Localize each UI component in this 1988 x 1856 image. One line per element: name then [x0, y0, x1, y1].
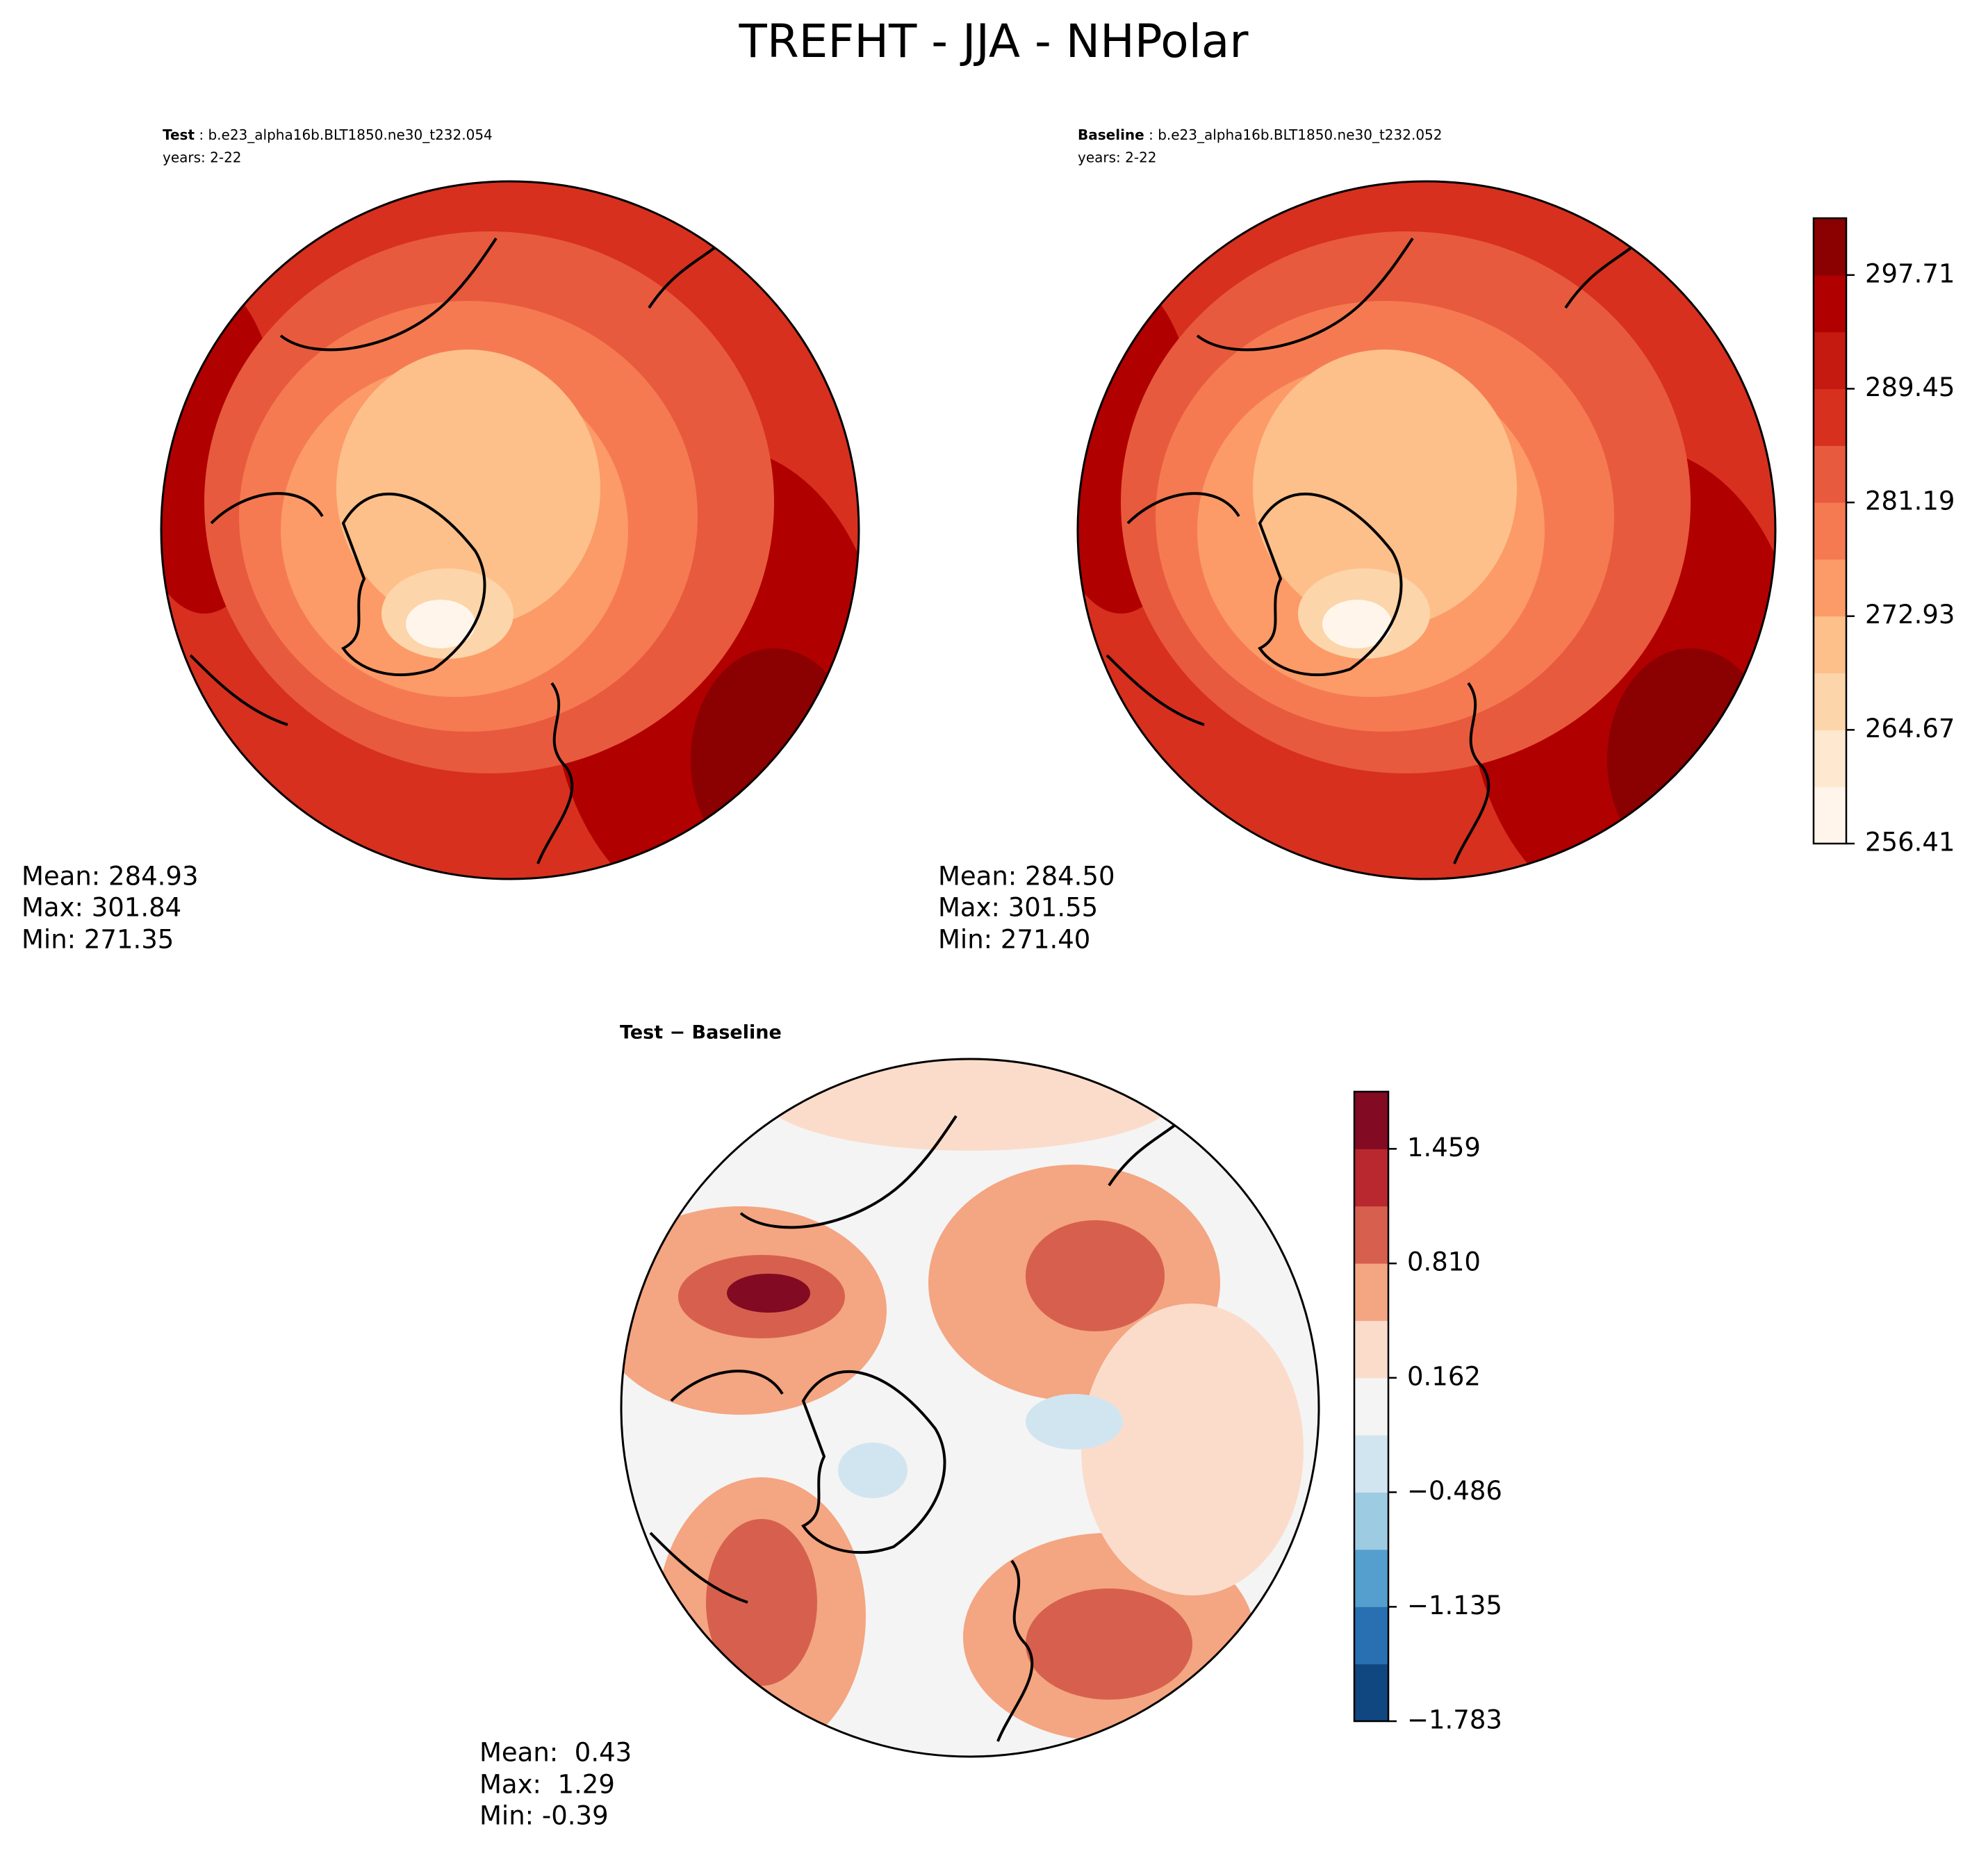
- colorbar-tick-label: −1.783: [1407, 1705, 1502, 1735]
- map-region: [762, 1059, 1178, 1151]
- panel-label: Test − Baseline: [620, 1022, 782, 1044]
- colorbar-tick-label: 1.459: [1407, 1133, 1481, 1163]
- map: [161, 181, 859, 879]
- colorbar-tick-label: 297.71: [1865, 258, 1955, 288]
- panel-years: years: 2-22: [1078, 149, 1157, 166]
- map-region: [1253, 350, 1517, 627]
- colorbar-band: [1814, 274, 1846, 333]
- colorbar-tick-label: 289.45: [1865, 372, 1955, 402]
- colorbar-frame: [1812, 217, 1848, 845]
- stat: Max: 1.29: [479, 1770, 615, 1800]
- figure-title: TREFHT - JJA - NHPolar: [739, 15, 1249, 68]
- stat: Mean: 0.43: [479, 1738, 632, 1768]
- colorbar-band: [1354, 1492, 1388, 1550]
- stat: Mean: 284.93: [22, 862, 199, 892]
- colorbar-tick-label: 256.41: [1865, 828, 1955, 857]
- map: [621, 1059, 1319, 1757]
- colorbar-band: [1814, 331, 1846, 389]
- colorbar-band: [1814, 673, 1846, 730]
- panel-years: years: 2-22: [163, 149, 242, 166]
- colorbar-tick-label: 0.162: [1407, 1361, 1481, 1391]
- map-region: [406, 600, 475, 648]
- colorbar-tick-label: 264.67: [1865, 714, 1955, 744]
- stat: Max: 301.84: [22, 893, 181, 923]
- panel-label: Baseline: [1078, 126, 1144, 143]
- colorbar-tick-label: 281.19: [1865, 486, 1955, 516]
- map-border: [1076, 180, 1777, 880]
- map-region: [1081, 1304, 1304, 1595]
- panel-case: : b.e23_alpha16b.BLT1850.ne30_t232.054: [195, 126, 493, 143]
- stat: Mean: 284.50: [938, 862, 1115, 892]
- colorbar-band: [1354, 1092, 1388, 1149]
- coastline: [189, 237, 727, 864]
- map-region: [1026, 1220, 1165, 1331]
- colorbar-band: [1354, 1206, 1388, 1264]
- colorbar-tick-label: 272.93: [1865, 600, 1955, 630]
- panel-label: Test: [163, 126, 195, 143]
- colorbar-band: [1354, 1435, 1388, 1493]
- colorbar-tick-label: −0.486: [1407, 1476, 1502, 1506]
- map-region: [706, 1519, 817, 1686]
- map-region: [1026, 1394, 1123, 1450]
- map-region: [1026, 1588, 1192, 1700]
- stat: Min: -0.39: [479, 1801, 609, 1831]
- panel-case: : b.e23_alpha16b.BLT1850.ne30_t232.052: [1144, 126, 1443, 143]
- colorbar-band: [1814, 218, 1846, 276]
- map-border: [620, 1058, 1320, 1758]
- stat: Max: 301.55: [938, 893, 1098, 923]
- colorbar-tick-label: −1.135: [1407, 1591, 1502, 1620]
- colorbar-band: [1814, 445, 1846, 503]
- colorbar-band: [1354, 1320, 1388, 1379]
- map-region: [336, 350, 600, 627]
- map-region: [727, 1274, 810, 1313]
- stat: Min: 271.40: [938, 925, 1090, 955]
- colorbar-frame: [1353, 1090, 1390, 1723]
- map-border: [160, 180, 860, 880]
- colorbar-band: [1814, 502, 1846, 560]
- colorbar-band: [1354, 1149, 1388, 1207]
- map: [1078, 181, 1775, 879]
- coastline: [649, 1115, 1187, 1742]
- map-region: [1322, 600, 1392, 648]
- colorbar-band: [1354, 1664, 1388, 1722]
- colorbar-band: [1354, 1263, 1388, 1321]
- colorbar-band: [1354, 1377, 1388, 1436]
- colorbar-band: [1814, 559, 1846, 617]
- colorbar-band: [1814, 787, 1846, 844]
- map-region: [838, 1443, 907, 1498]
- panel-header: Test : b.e23_alpha16b.BLT1850.ne30_t232.…: [163, 126, 493, 143]
- colorbar-band: [1354, 1549, 1388, 1607]
- stat: Min: 271.35: [22, 925, 174, 955]
- colorbar-band: [1354, 1607, 1388, 1665]
- colorbar-band: [1814, 388, 1846, 446]
- colorbar-band: [1814, 616, 1846, 674]
- panel-header: Baseline : b.e23_alpha16b.BLT1850.ne30_t…: [1078, 126, 1443, 143]
- colorbar-tick-label: 0.810: [1407, 1247, 1481, 1277]
- coastline: [1106, 237, 1643, 864]
- colorbar-band: [1814, 730, 1846, 787]
